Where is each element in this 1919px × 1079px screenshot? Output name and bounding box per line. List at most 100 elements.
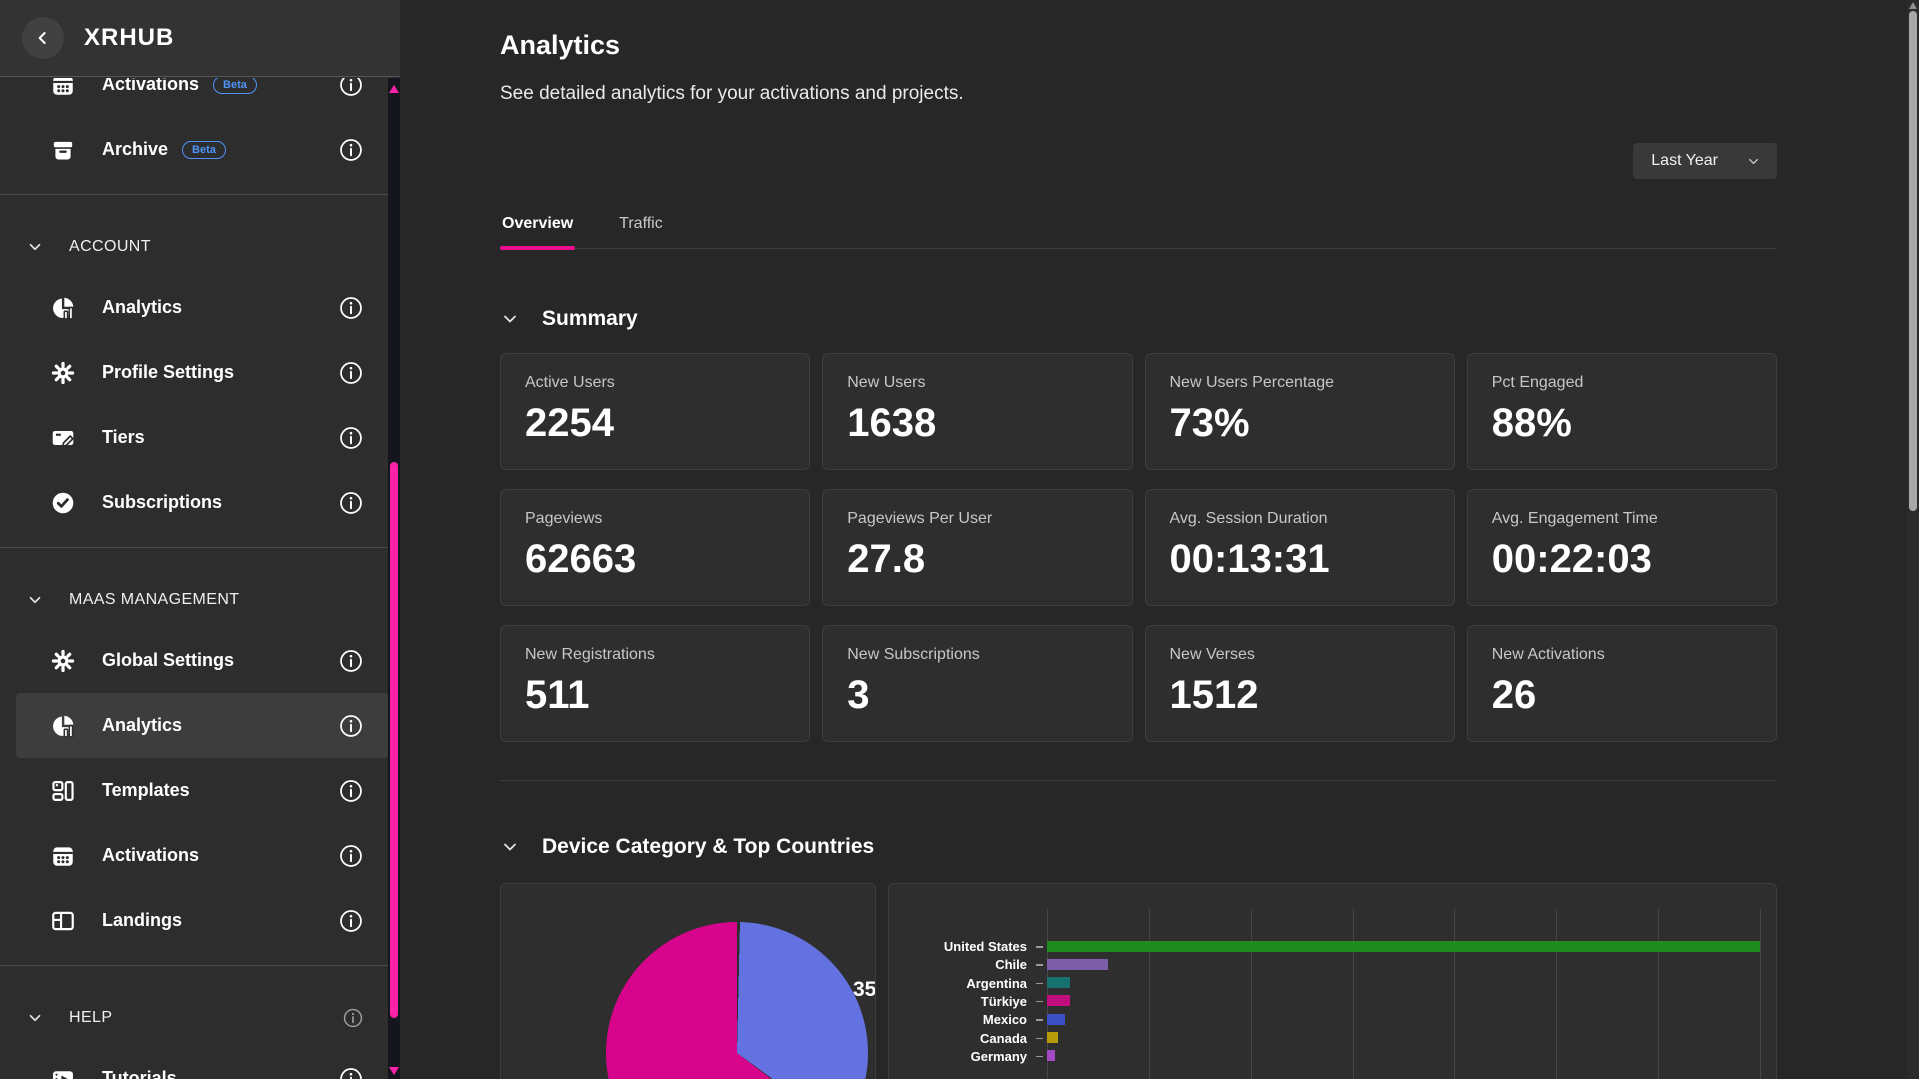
sidebar-section-account[interactable]: ACCOUNT bbox=[0, 219, 388, 275]
tab-overview[interactable]: Overview bbox=[500, 205, 576, 250]
sidebar-section-maas-management[interactable]: MAAS MANAGEMENT bbox=[0, 572, 388, 628]
bar-label-argentina: Argentina bbox=[966, 975, 1027, 991]
sidebar-item-analytics[interactable]: Analytics bbox=[16, 693, 388, 758]
sidebar-item-label: Templates bbox=[102, 780, 190, 800]
main-content: Analytics See detailed analytics for you… bbox=[400, 0, 1907, 1079]
info-icon[interactable] bbox=[338, 137, 364, 163]
card-value: 1512 bbox=[1169, 673, 1259, 717]
card-value: 511 bbox=[525, 673, 590, 717]
card-label: New Verses bbox=[1169, 646, 1255, 663]
axis-tick bbox=[1036, 982, 1043, 985]
summary-card-new-users-percentage: New Users Percentage 73% bbox=[1144, 353, 1455, 470]
sidebar: XRHUB Activations Beta Archive Beta ACCO… bbox=[0, 0, 400, 1079]
info-icon[interactable] bbox=[338, 1066, 364, 1079]
axis-tick bbox=[1036, 1019, 1043, 1021]
back-button[interactable] bbox=[22, 17, 64, 59]
gridline bbox=[1047, 909, 1048, 1079]
tab-traffic[interactable]: Traffic bbox=[619, 215, 663, 232]
sidebar-scrollbar[interactable] bbox=[388, 78, 400, 1079]
sidebar-scrollbar-thumb[interactable] bbox=[390, 462, 398, 1018]
info-icon[interactable] bbox=[338, 778, 364, 804]
sidebar-item-profile-settings[interactable]: Profile Settings bbox=[16, 340, 388, 405]
gridline bbox=[1148, 909, 1150, 1079]
card-value: 2254 bbox=[525, 401, 614, 445]
top-countries-bar-chart bbox=[1047, 909, 1761, 1079]
sidebar-item-label: Analytics bbox=[102, 297, 183, 317]
calendar-grid-icon bbox=[50, 78, 76, 98]
sidebar-section-label: HELP bbox=[69, 1009, 113, 1026]
layout-panel-icon bbox=[50, 908, 76, 934]
gear-icon bbox=[50, 360, 76, 386]
archive-box-icon bbox=[50, 137, 76, 163]
bar-label-t-rkiye: Türkiye bbox=[980, 993, 1027, 1009]
device-section-title: Device Category & Top Countries bbox=[542, 835, 875, 858]
card-label: Pageviews bbox=[525, 510, 603, 527]
card-label: Pct Engaged bbox=[1491, 374, 1584, 391]
check-circle-icon bbox=[50, 490, 76, 516]
window-scrollbar-thumb[interactable] bbox=[1909, 11, 1917, 511]
sidebar-divider bbox=[0, 965, 388, 966]
info-icon[interactable] bbox=[338, 425, 364, 451]
device-category-pie-chart bbox=[606, 922, 868, 1079]
sidebar-item-label: Global Settings bbox=[102, 650, 235, 670]
pie-slice-label: 35% bbox=[853, 978, 876, 1001]
bar-label-united-states: United States bbox=[943, 939, 1027, 954]
chevron-down-icon bbox=[500, 837, 520, 857]
summary-card-avg-engagement-time: Avg. Engagement Time 00:22:03 bbox=[1466, 489, 1777, 606]
info-icon[interactable] bbox=[338, 78, 364, 98]
page-title: Analytics bbox=[500, 30, 621, 60]
device-section-header[interactable]: Device Category & Top Countries bbox=[500, 835, 1777, 859]
sidebar-item-global-settings[interactable]: Global Settings bbox=[16, 628, 388, 693]
section-divider bbox=[500, 780, 1777, 781]
sidebar-item-archive[interactable]: Archive Beta bbox=[16, 117, 388, 182]
sidebar-item-label: Activations bbox=[102, 78, 200, 94]
scroll-up-arrow-icon[interactable] bbox=[389, 85, 399, 93]
bar-united-states bbox=[1047, 940, 1760, 952]
chevron-down-icon bbox=[500, 309, 520, 329]
info-icon[interactable] bbox=[338, 908, 364, 934]
card-label: New Users Percentage bbox=[1169, 374, 1335, 391]
sidebar-item-activations[interactable]: Activations bbox=[16, 823, 388, 888]
time-range-dropdown[interactable]: Last Year bbox=[1633, 143, 1777, 179]
axis-tick bbox=[1036, 964, 1043, 966]
sidebar-divider bbox=[0, 547, 388, 548]
sidebar-item-subscriptions[interactable]: Subscriptions bbox=[16, 470, 388, 535]
sidebar-item-templates[interactable]: Templates bbox=[16, 758, 388, 823]
bar-label-germany: Germany bbox=[970, 1048, 1027, 1064]
sidebar-item-landings[interactable]: Landings bbox=[16, 888, 388, 953]
sidebar-header: XRHUB bbox=[0, 0, 400, 77]
sidebar-item-tiers[interactable]: Tiers bbox=[16, 405, 388, 470]
sidebar-item-analytics[interactable]: Analytics bbox=[16, 275, 388, 340]
card-value: 00:13:31 bbox=[1169, 537, 1330, 581]
info-icon[interactable] bbox=[338, 360, 364, 386]
info-icon[interactable] bbox=[338, 295, 364, 321]
pie-chart-icon bbox=[50, 295, 76, 321]
device-category-pie-card: 35% bbox=[500, 883, 876, 1079]
bar-mexico bbox=[1047, 1013, 1066, 1025]
card-value: 73% bbox=[1169, 401, 1250, 445]
info-icon[interactable] bbox=[338, 490, 364, 516]
card-label: Avg. Engagement Time bbox=[1491, 510, 1658, 527]
card-value: 1638 bbox=[847, 401, 937, 445]
sidebar-nav: Activations Beta Archive Beta ACCOUNT An… bbox=[0, 78, 388, 1079]
card-value: 00:22:03 bbox=[1491, 537, 1652, 581]
window-scrollbar[interactable] bbox=[1907, 0, 1919, 1079]
info-icon[interactable] bbox=[338, 648, 364, 674]
top-countries-bar-card: United States Chile Argentina Türkiye Me… bbox=[888, 883, 1777, 1079]
sidebar-item-tutorials[interactable]: Tutorials bbox=[16, 1046, 388, 1079]
info-icon[interactable] bbox=[342, 1007, 364, 1029]
card-label: New Subscriptions bbox=[847, 646, 980, 663]
sidebar-divider bbox=[0, 194, 388, 195]
chevron-down-icon bbox=[26, 591, 44, 609]
sidebar-section-help[interactable]: HELP bbox=[0, 990, 388, 1046]
scroll-down-arrow-icon[interactable] bbox=[389, 1067, 399, 1075]
info-icon[interactable] bbox=[338, 713, 364, 739]
summary-card-new-verses: New Verses 1512 bbox=[1144, 625, 1455, 742]
summary-section-header[interactable]: Summary bbox=[500, 307, 1777, 331]
bar-label-canada: Canada bbox=[980, 1030, 1027, 1046]
gridline bbox=[1658, 909, 1660, 1079]
gridline bbox=[1250, 909, 1252, 1079]
scroll-up-arrow-icon[interactable] bbox=[1909, 2, 1917, 9]
sidebar-item-activations[interactable]: Activations Beta bbox=[16, 78, 388, 117]
info-icon[interactable] bbox=[338, 843, 364, 869]
